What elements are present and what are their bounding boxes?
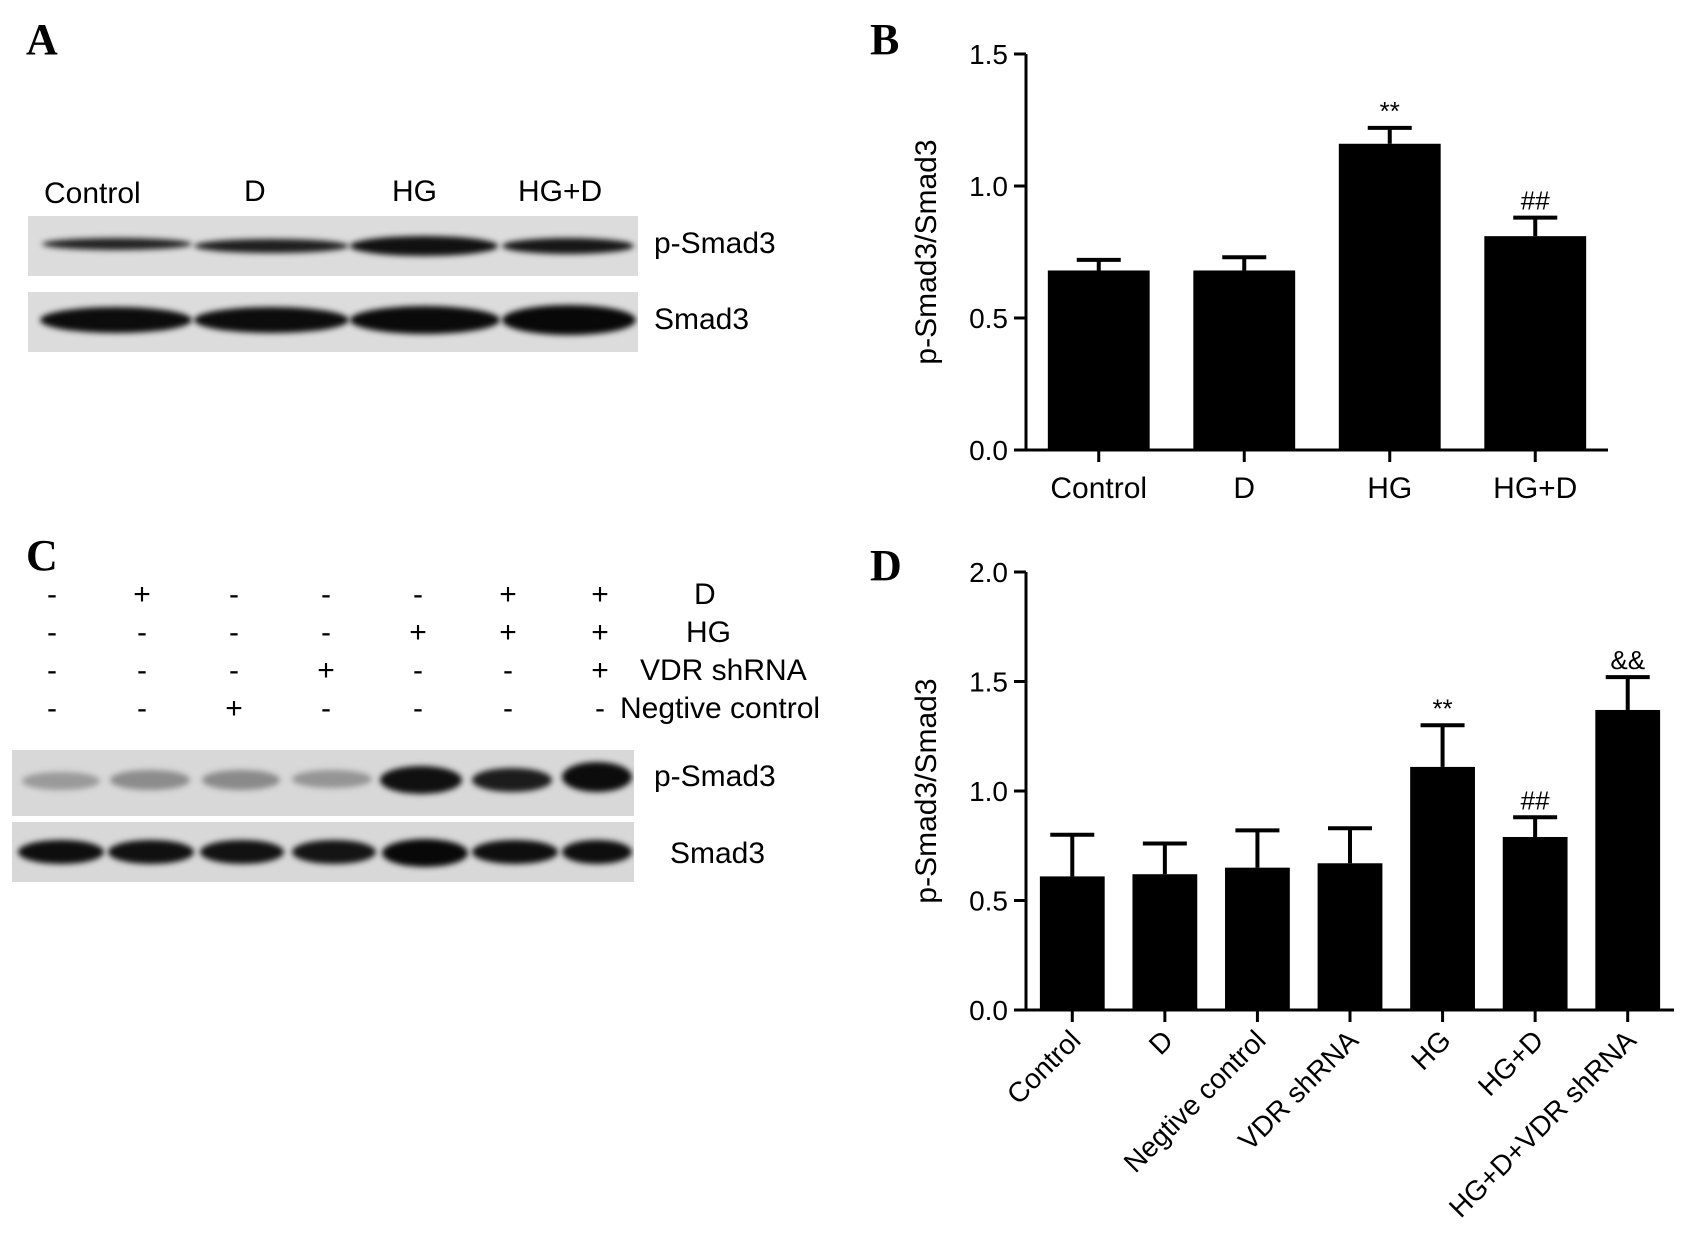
y-tick-label: 1.5 [969,667,1008,698]
condition-sign: - [321,616,331,649]
bar [1039,876,1105,1010]
y-tick-label: 2.0 [969,557,1008,588]
x-tick-label: D [1233,472,1255,505]
condition-label: VDR shRNA [640,654,807,687]
panel-label-b: B [870,15,900,64]
condition-sign: - [503,654,513,687]
x-tick-label: HG [1405,1024,1457,1076]
condition-sign: + [499,616,517,649]
significance-marker: ## [1521,186,1550,216]
condition-sign: - [229,616,239,649]
y-tick-label: 1.0 [969,776,1008,807]
blot-a-strip-p-smad3 [28,216,638,276]
x-tick-label: Control [1001,1024,1087,1110]
condition-sign: - [47,616,57,649]
blot-a-lane-label: Control [44,177,141,210]
x-tick-label: HG+D [1493,472,1577,505]
condition-sign: + [591,654,609,687]
condition-sign: - [47,654,57,687]
x-tick-label: HG [1367,472,1412,505]
condition-label: HG [686,616,731,649]
x-tick-label: HG+D+VDR shRNA [1443,1024,1642,1223]
y-tick-label: 0.5 [969,303,1008,334]
x-tick-label: Control [1050,472,1147,505]
bar [1132,874,1198,1010]
condition-sign: + [591,616,609,649]
y-axis-label: p-Smad3/Smad3 [910,678,943,903]
condition-label: Negtive control [620,692,821,725]
condition-sign: - [137,616,147,649]
blot-a-lane-label: HG [392,175,437,208]
significance-marker: ## [1521,785,1550,815]
significance-marker: ** [1380,96,1400,126]
y-axis-label: p-Smad3/Smad3 [910,139,943,364]
bar [1317,863,1383,1010]
y-tick-label: 0.5 [969,886,1008,917]
bar [1047,270,1150,450]
y-tick-label: 0.0 [969,435,1008,466]
significance-marker: && [1610,645,1645,675]
condition-sign: - [229,578,239,611]
blot-c-row-label: Smad3 [670,837,766,870]
bar [1410,766,1475,1010]
condition-sign: - [137,692,147,725]
condition-sign: + [499,578,517,611]
bar [1338,143,1441,450]
condition-sign: - [413,654,423,687]
bar [1225,867,1290,1010]
condition-sign: + [409,616,427,649]
condition-sign: - [413,578,423,611]
condition-sign: + [591,578,609,611]
condition-sign: - [137,654,147,687]
x-tick-label: D [1143,1024,1179,1060]
panel-label-c: C [26,531,58,580]
blot-a-strip-smad3 [28,292,638,352]
y-tick-label: 1.0 [969,171,1008,202]
condition-sign: - [321,578,331,611]
x-tick-label: HG+D [1472,1024,1549,1101]
y-tick-label: 1.5 [969,39,1008,70]
blot-a-lane-label: HG+D [518,175,603,208]
significance-marker: ** [1432,693,1452,723]
condition-sign: - [595,692,605,725]
condition-sign: - [503,692,513,725]
condition-label: D [694,578,716,611]
condition-sign: + [317,654,335,687]
condition-sign: - [321,692,331,725]
blot-c-row-label: p-Smad3 [654,760,776,793]
bar [1502,836,1568,1010]
blot-a-row-label: Smad3 [654,303,750,336]
blot-c-strip-p-smad3 [12,750,634,816]
bar [1484,236,1587,450]
condition-sign: - [229,654,239,687]
x-tick-label: Negtive control [1118,1024,1272,1178]
blot-c-strip-smad3 [12,822,634,882]
blot-a-lane-label: D [244,175,266,208]
panel-label-d: D [870,541,902,590]
condition-sign: + [225,692,243,725]
panel-label-a: A [26,15,58,64]
condition-sign: - [47,578,57,611]
y-tick-label: 0.0 [969,995,1008,1026]
blot-a-row-label: p-Smad3 [654,227,776,260]
condition-sign: + [133,578,151,611]
condition-sign: - [413,692,423,725]
bar [1595,709,1661,1010]
bar [1193,270,1296,450]
condition-sign: - [47,692,57,725]
